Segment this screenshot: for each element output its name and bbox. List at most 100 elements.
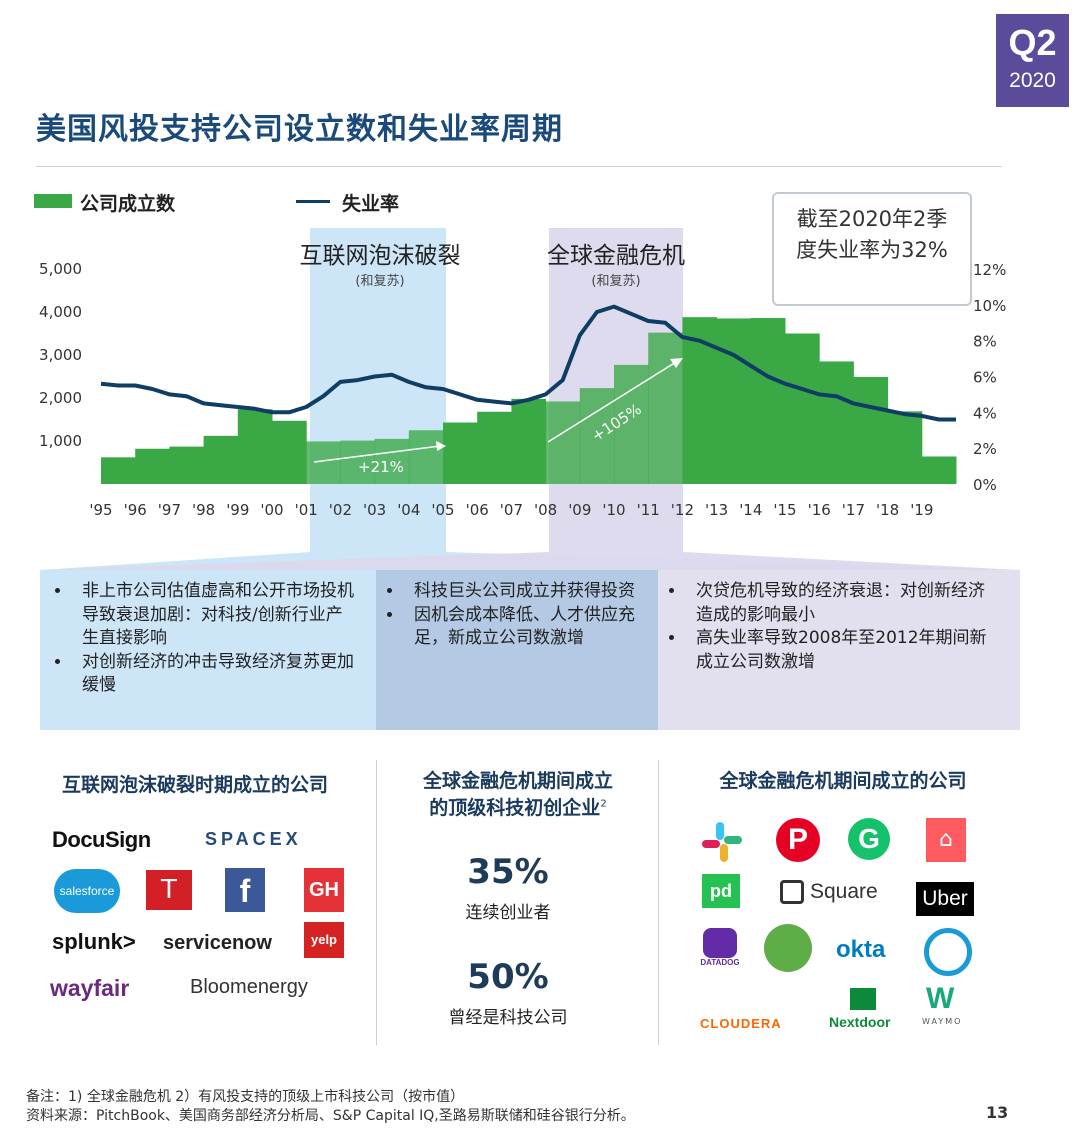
x-tick-08: '08 [534,501,557,519]
bar-07 [511,398,547,484]
bar-03 [374,438,410,484]
period-gfc-title: 全球金融危机 [547,243,685,269]
x-tick-19: '19 [910,501,933,519]
bar-10 [614,364,649,484]
tesla-logo: T [146,870,192,910]
y-left-tick: 2,000 [39,389,82,407]
y-right-tick: 6% [973,369,997,387]
power-icon [924,928,972,976]
x-tick-11: '11 [637,501,660,519]
section-dotcom-heading: 互联网泡沫破裂时期成立的公司 [61,774,328,796]
x-tick-01: '01 [295,501,318,519]
unemployment-line [100,304,956,422]
footer-source: 资料来源：PitchBook、美国商务部经济分析局、S&P Capital IQ… [26,1108,635,1124]
stat-tech-background-value: 50% [467,957,549,997]
stat-tech-background-label: 曾经是科技公司 [448,1008,568,1028]
y-right-tick: 8% [973,333,997,351]
y-right-tick: 0% [973,476,997,494]
section-divider-2 [658,760,659,1045]
square-icon [780,880,804,904]
wayfair-logo: wayfair [50,975,130,1001]
bar-18 [887,411,923,484]
bullet-dotcom-2: 对创新经济的冲击导致经济复苏更加缓慢 [72,651,356,698]
bullet-panel-dotcom: 非上市公司估值虚高和公开市场投机导致衰退加剧：对科技/创新行业产生直接影响 对创… [40,570,376,730]
datadog-wordmark: DATADOG [700,958,740,967]
y-right-tick: 12% [973,261,1006,279]
section-gfc-startups-heading: 全球金融危机期间成立 的顶级科技初创企业2 [382,766,654,820]
datadog-icon [703,928,737,958]
period-gfc-subtitle: (和复苏) [591,274,641,289]
bar-96 [135,448,170,484]
y-right-tick: 2% [973,440,997,458]
footnote-marker: 2 [600,798,607,810]
bullet-dotcom-1: 非上市公司估值虚高和公开市场投机导致衰退加剧：对科技/创新行业产生直接影响 [72,580,356,651]
period-dotcom-title: 互联网泡沫破裂 [299,243,461,269]
bar-04 [408,430,444,484]
callout-line2: 度失业率为32% [796,238,948,262]
surveymonkey-logo [764,924,812,972]
y-left-tick: 5,000 [39,260,82,278]
unemployment-callout: 截至2020年2季 度失业率为32% [772,192,972,306]
bar-15 [785,333,820,484]
bar-14 [750,318,786,484]
section-divider-1 [376,760,377,1045]
airbnb-logo: ⌂ [926,818,966,862]
bar-11 [648,332,683,484]
x-tick-06: '06 [466,501,489,519]
badge-year: 2020 [1009,69,1056,92]
y-right-tick: 10% [973,297,1006,315]
section-gfc-startups-heading-line2: 的顶级科技初创企业2 [382,793,654,820]
x-tick-15: '15 [773,501,796,519]
trend-arrowhead-dotcom [436,441,446,451]
bar-99 [237,409,273,484]
waymo-logo: WAYMO [922,1017,963,1026]
legend-line-label: 失业率 [342,193,400,215]
x-tick-96: '96 [124,501,147,519]
bar-13 [716,318,752,484]
nextdoor-icon [850,988,876,1010]
footer-note: 备注：1) 全球金融危机 2）有风投支持的顶级上市科技公司（按市值） [26,1089,465,1105]
nextdoor-logo: Nextdoor [829,1014,891,1030]
bullet-gfc-2: 高失业率导致2008年至2012年期间新成立公司数激增 [686,627,1000,674]
yelp-logo: yelp [304,922,344,958]
bar-16 [819,361,854,484]
bar-95 [101,457,136,484]
x-tick-95: '95 [89,501,112,519]
x-tick-98: '98 [192,501,215,519]
x-tick-16: '16 [808,501,831,519]
x-tick-09: '09 [568,501,591,519]
y-right-tick: 4% [973,404,997,422]
docusign-logo: DocuSign [52,827,151,852]
x-tick-10: '10 [602,501,625,519]
x-tick-05: '05 [431,501,454,519]
page-title: 美国风投支持公司设立数和失业率周期 [36,112,563,147]
x-tick-99: '99 [226,501,249,519]
dotcom-logo-grid: DocuSign SPACEX salesforce T f GH splunk… [30,815,370,1015]
bar-02 [340,440,376,484]
slack-logo [702,822,742,862]
uber-logo: Uber [916,882,974,916]
legend-bar-swatch [34,194,72,208]
y-left-tick: 4,000 [39,303,82,321]
x-tick-07: '07 [500,501,523,519]
bloomenergy-logo: Bloomenergy [190,976,308,998]
salesforce-logo: salesforce [54,869,120,913]
bar-00 [272,420,307,484]
x-tick-13: '13 [705,501,728,519]
stat-serial-founders-label: 连续创业者 [465,903,551,923]
datadog-logo: DATADOG [696,928,744,974]
trend-label-dotcom: +21% [358,458,404,476]
square-logo: Square [810,880,878,903]
cloudera-logo: CLOUDERA [700,1016,782,1031]
pinterest-logo: P [776,818,820,862]
chart-svg: +21%+105% 5,0004,0003,0002,0001,00012%10… [39,228,1020,570]
bullet-gfc-1: 次贷危机导致的经济衰退：对创新经济造成的影响最小 [686,580,1000,627]
gfc-logo-grid: P G ⌂ pd Square Uber DATADOG okta CLOUDE… [690,812,990,1042]
legend-bar-label: 公司成立数 [80,193,176,215]
stat-serial-founders-value: 35% [467,852,549,892]
y-left-tick: 3,000 [39,346,82,364]
bar-97 [169,446,205,484]
bullet-overlap-2: 因机会成本降低、人才供应充足，新成立公司数激增 [404,604,638,651]
quarter-badge: Q2 2020 [996,14,1069,107]
band-gfc-fan [40,552,1020,570]
